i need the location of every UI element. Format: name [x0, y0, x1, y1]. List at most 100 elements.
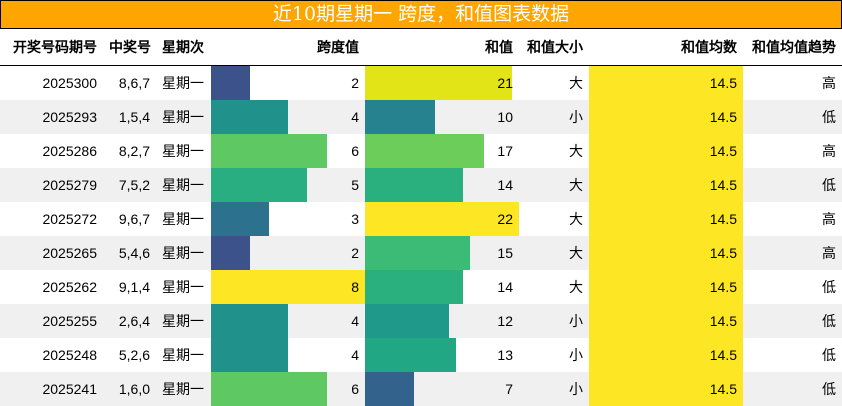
sum-value: 17	[497, 142, 513, 159]
size-cell: 小	[569, 346, 583, 363]
sum-cell: 17	[365, 133, 519, 168]
size-cell: 大	[519, 167, 589, 202]
table-row: 2025300 8,6,7 星期一 2 21 大 14.5 高	[0, 65, 842, 100]
avg-cell: 14.5	[589, 65, 743, 100]
trend-cell: 高	[822, 210, 836, 227]
sum-bar	[365, 235, 470, 270]
header-issue[interactable]: 开奖号码期号	[0, 30, 103, 66]
header-trend[interactable]: 和值均值趋势	[743, 30, 842, 66]
numbers-cell: 9,1,4	[118, 278, 150, 295]
span-bar	[211, 99, 288, 134]
weekday-cell: 星期一	[162, 210, 204, 227]
table-row: 2025293 1,5,4 星期一 4 10 小 14.5 低	[0, 99, 842, 134]
size-cell: 大	[519, 235, 589, 270]
sum-cell: 15	[365, 235, 519, 270]
issue-cell: 2025255	[0, 303, 103, 338]
issue-cell: 2025241	[0, 371, 103, 406]
header-numbers[interactable]: 中奖号	[103, 30, 156, 66]
size-cell: 大	[569, 142, 583, 159]
size-cell: 大	[569, 210, 583, 227]
header-weekday[interactable]: 星期次	[156, 30, 211, 66]
span-value: 5	[351, 176, 359, 193]
numbers-cell: 5,4,6	[103, 235, 156, 270]
span-cell: 2	[211, 235, 365, 270]
avg-cell: 14.5	[589, 133, 743, 168]
table-row: 2025255 2,6,4 星期一 4 12 小 14.5 低	[0, 303, 842, 338]
issue-cell: 2025300	[42, 74, 97, 91]
sum-bar	[365, 303, 449, 338]
data-table: 开奖号码期号 中奖号 星期次 跨度值 和值 和值大小 和值均数 和值均值趋势 2…	[0, 30, 842, 406]
sum-cell: 13	[365, 337, 519, 372]
trend-cell: 低	[743, 371, 842, 406]
span-bar	[211, 371, 327, 406]
span-bar	[211, 269, 365, 304]
sum-cell: 14	[365, 167, 519, 202]
table-row: 2025286 8,2,7 星期一 6 17 大 14.5 高	[0, 133, 842, 168]
numbers-cell: 9,6,7	[118, 210, 150, 227]
weekday-cell: 星期一	[156, 303, 211, 338]
sum-value: 12	[497, 312, 513, 329]
avg-cell: 14.5	[589, 167, 743, 202]
header-sum[interactable]: 和值	[365, 30, 519, 66]
table-title: 近10期星期一 跨度，和值图表数据	[0, 0, 842, 29]
weekday-cell: 星期一	[156, 371, 211, 406]
sum-value: 14	[497, 176, 513, 193]
issue-cell: 2025265	[0, 235, 103, 270]
span-cell: 5	[211, 167, 365, 202]
table-row: 2025272 9,6,7 星期一 3 22 大 14.5 高	[0, 201, 842, 236]
issue-cell: 2025248	[42, 346, 97, 363]
span-cell: 8	[211, 269, 365, 304]
weekday-cell: 星期一	[162, 346, 204, 363]
header-avg[interactable]: 和值均数	[589, 30, 743, 66]
span-value: 3	[351, 210, 359, 227]
table-row: 2025279 7,5,2 星期一 5 14 大 14.5 低	[0, 167, 842, 202]
avg-cell: 14.5	[589, 99, 743, 134]
sum-bar	[365, 337, 456, 372]
weekday-cell: 星期一	[162, 74, 204, 91]
span-value: 6	[351, 380, 359, 397]
size-cell: 小	[519, 99, 589, 134]
size-cell: 小	[519, 371, 589, 406]
sum-value: 21	[497, 74, 513, 91]
sum-value: 22	[497, 210, 513, 227]
sum-bar	[365, 167, 463, 202]
avg-cell: 14.5	[589, 371, 743, 406]
sum-bar	[365, 371, 414, 406]
sum-cell: 22	[365, 201, 519, 236]
trend-cell: 高	[822, 142, 836, 159]
issue-cell: 2025279	[0, 167, 103, 202]
sum-cell: 10	[365, 99, 519, 134]
span-cell: 4	[211, 99, 365, 134]
numbers-cell: 7,5,2	[103, 167, 156, 202]
span-cell: 4	[211, 303, 365, 338]
sum-cell: 7	[365, 371, 519, 406]
sum-value: 13	[497, 346, 513, 363]
trend-cell: 低	[743, 303, 842, 338]
weekday-cell: 星期一	[156, 235, 211, 270]
numbers-cell: 1,5,4	[103, 99, 156, 134]
span-value: 2	[351, 74, 359, 91]
sum-bar	[365, 65, 512, 100]
trend-cell: 低	[822, 278, 836, 295]
span-cell: 3	[211, 201, 365, 236]
weekday-cell: 星期一	[162, 142, 204, 159]
weekday-cell: 星期一	[156, 99, 211, 134]
span-bar	[211, 133, 327, 168]
avg-cell: 14.5	[589, 269, 743, 304]
avg-cell: 14.5	[589, 235, 743, 270]
table-row: 2025248 5,2,6 星期一 4 13 小 14.5 低	[0, 337, 842, 372]
size-cell: 大	[569, 74, 583, 91]
weekday-cell: 星期一	[156, 167, 211, 202]
sum-value: 15	[497, 244, 513, 261]
span-value: 4	[351, 346, 359, 363]
trend-cell: 低	[743, 99, 842, 134]
numbers-cell: 1,6,0	[103, 371, 156, 406]
header-span[interactable]: 跨度值	[211, 30, 365, 66]
span-bar	[211, 303, 288, 338]
header-size[interactable]: 和值大小	[519, 30, 589, 66]
avg-cell: 14.5	[589, 201, 743, 236]
issue-cell: 2025272	[42, 210, 97, 227]
span-cell: 6	[211, 133, 365, 168]
trend-cell: 低	[822, 346, 836, 363]
sum-bar	[365, 133, 484, 168]
